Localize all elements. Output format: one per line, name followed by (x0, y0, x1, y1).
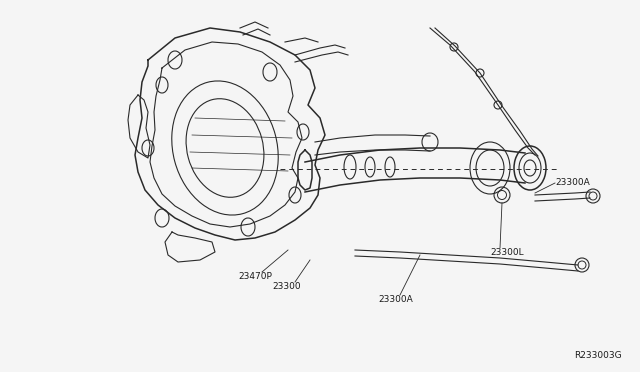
Text: R233003G: R233003G (574, 351, 622, 360)
Text: 23300L: 23300L (490, 248, 524, 257)
Text: 23300A: 23300A (378, 295, 413, 304)
Text: 23300A: 23300A (555, 178, 589, 187)
Text: 23470P: 23470P (238, 272, 272, 281)
Text: 23300: 23300 (272, 282, 301, 291)
